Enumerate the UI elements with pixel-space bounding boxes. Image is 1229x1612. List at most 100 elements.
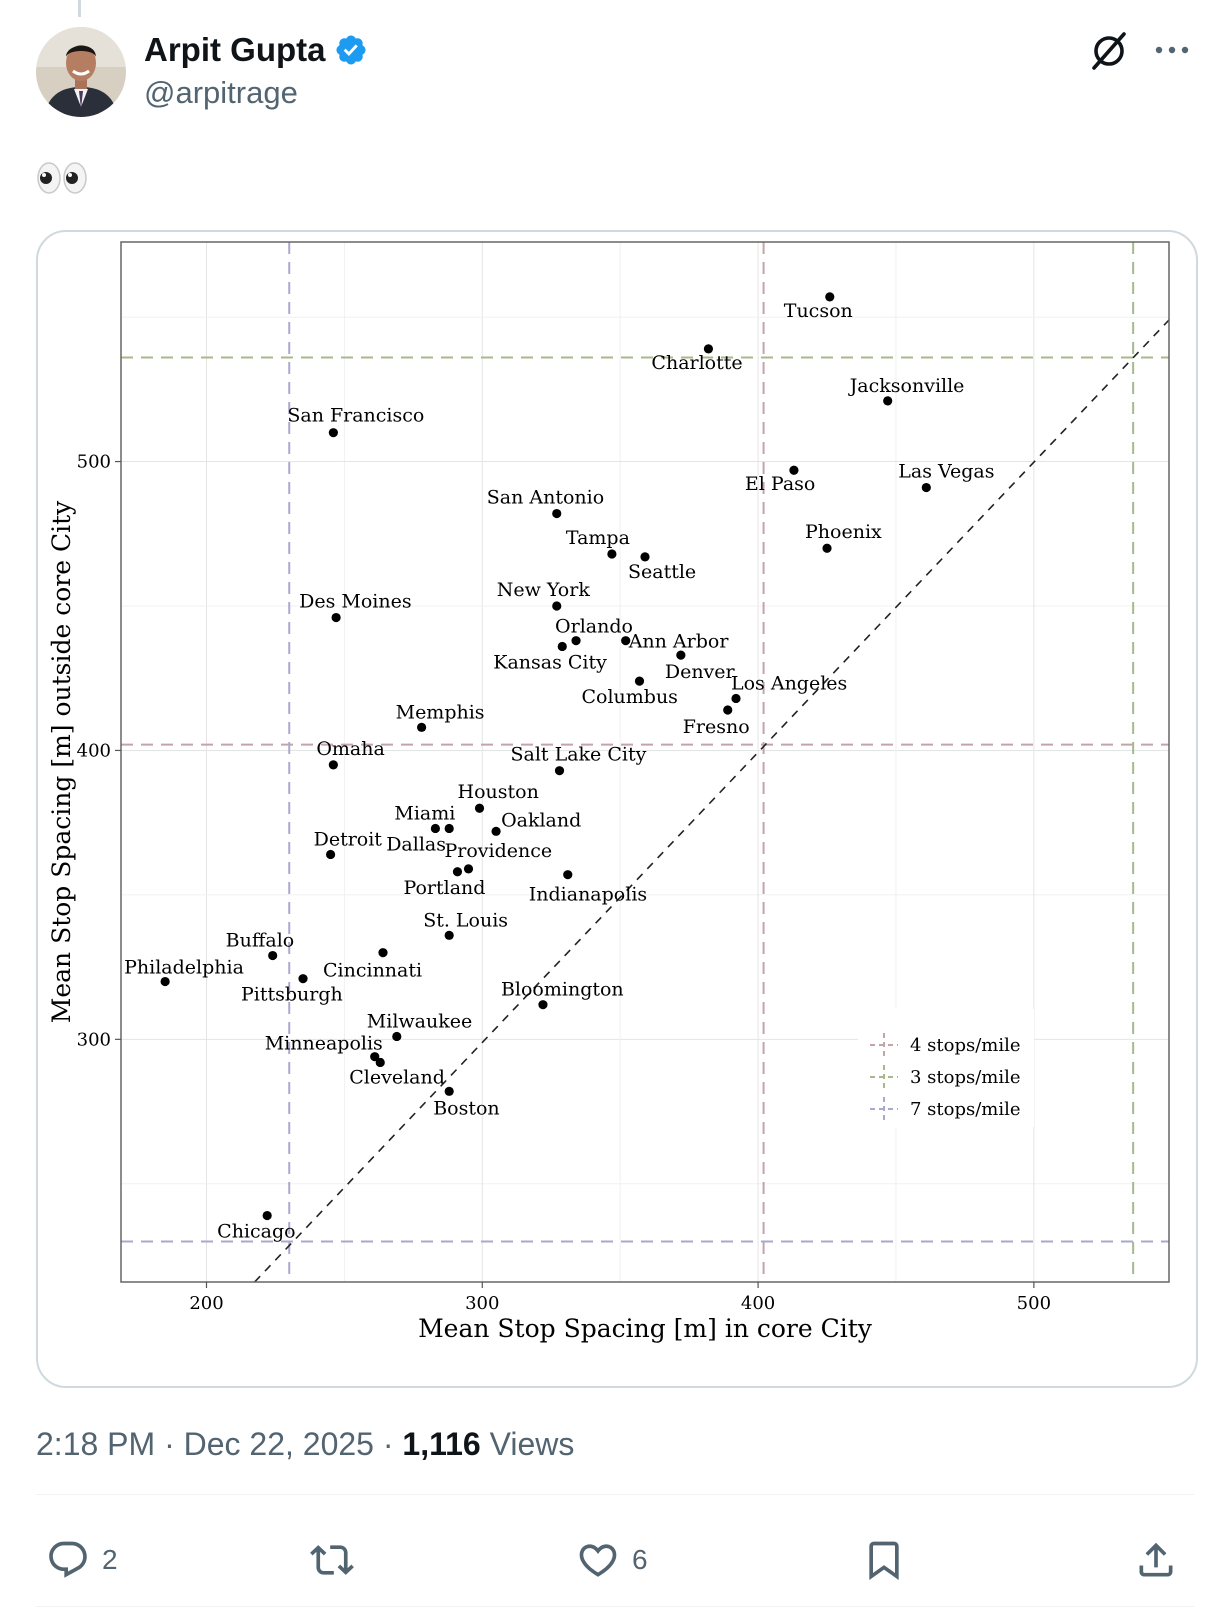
author-display-name[interactable]: Arpit Gupta [144, 31, 326, 68]
point-label: Jacksonville [848, 375, 965, 397]
like-icon [579, 1544, 617, 1577]
axis-ticks: 200 300 400 500 300 400 500 [77, 452, 1051, 1314]
avatar-image [36, 27, 126, 117]
data-point [444, 930, 454, 940]
point-label: Los Angeles [731, 672, 847, 694]
data-point [557, 641, 567, 652]
point-label: Seattle [628, 561, 696, 583]
point-label: St. Louis [423, 909, 508, 931]
diagonal-line [254, 319, 1170, 1283]
point-label: Providence [444, 840, 552, 862]
avatar[interactable] [36, 27, 126, 117]
point-label: Salt Lake City [511, 744, 647, 766]
point-labels: Tucson Charlotte Jacksonville San Francisco… [124, 300, 994, 1243]
legend: 4 stops/mile 3 stops/mile 7 stops/mile [858, 1009, 1034, 1127]
reply-button[interactable]: 2 [46, 1536, 118, 1584]
retweet-icon [310, 1545, 354, 1575]
point-label: Dallas [386, 833, 446, 855]
data-point [552, 508, 562, 519]
data-point [554, 766, 565, 776]
legend-box [858, 1009, 1034, 1127]
data-point [370, 1052, 380, 1062]
point-label: Cleveland [349, 1066, 445, 1088]
data-point [921, 482, 931, 493]
tweet-meta: 2:18 PM · Dec 22, 2025 · 1,116 Views [36, 1424, 574, 1464]
grid-lines [121, 242, 1169, 1282]
data-point [430, 823, 440, 834]
point-label: Bloomington [501, 979, 624, 1001]
point-label: Denver [665, 661, 736, 683]
data-point [417, 722, 427, 732]
like-button[interactable]: 6 [576, 1536, 648, 1584]
meta-separator: · [155, 1426, 184, 1462]
point-label: Indianapolis [529, 884, 647, 906]
point-label: Pittsburgh [241, 984, 343, 1006]
point-label: Detroit [314, 828, 383, 850]
retweet-button[interactable] [310, 1536, 354, 1584]
reference-lines [121, 242, 1169, 1282]
x-tick-label: 500 [1017, 1293, 1051, 1314]
point-label: Kansas City [493, 651, 607, 673]
point-label: Milwaukee [367, 1010, 472, 1032]
x-tick-label: 200 [189, 1293, 223, 1314]
data-point [491, 826, 501, 836]
data-point [634, 676, 645, 686]
data-point [378, 948, 388, 958]
point-label: Boston [433, 1097, 499, 1119]
data-point [444, 1086, 454, 1096]
tweet-time[interactable]: 2:18 PM [36, 1426, 156, 1462]
data-point [883, 396, 893, 406]
bookmark-icon [869, 1541, 899, 1581]
eyes-emoji-icon [37, 162, 87, 194]
point-label: Las Vegas [898, 461, 994, 483]
point-label: Phoenix [805, 521, 882, 543]
views-label: Views [480, 1426, 575, 1462]
point-label: Miami [394, 802, 455, 824]
legend-label: 4 stops/mile [910, 1035, 1021, 1056]
point-label: Minneapolis [265, 1033, 383, 1055]
point-label: New York [497, 579, 591, 601]
y-tick-label: 500 [77, 452, 111, 473]
point-label: El Paso [745, 473, 815, 495]
data-points [160, 292, 931, 1221]
data-point [825, 292, 835, 302]
data-point [676, 650, 686, 660]
data-point [463, 864, 474, 874]
data-point [328, 428, 338, 438]
data-point [298, 974, 308, 984]
point-label: Philadelphia [124, 957, 244, 979]
data-point [328, 760, 338, 770]
plot-frame [120, 241, 1170, 1283]
x-tick-label: 400 [741, 1293, 775, 1314]
point-label: Tampa [566, 527, 630, 549]
data-point [474, 803, 485, 813]
data-point [563, 870, 573, 880]
divider [36, 1606, 1194, 1607]
data-point [723, 705, 733, 715]
point-label: Charlotte [651, 352, 742, 374]
data-point [392, 1031, 402, 1042]
more-icon[interactable] [1152, 35, 1192, 65]
legend-label: 3 stops/mile [910, 1067, 1021, 1088]
legend-label: 7 stops/mile [910, 1099, 1021, 1120]
reply-count: 2 [102, 1544, 118, 1575]
data-point [640, 552, 650, 562]
author-handle[interactable]: @arpitrage [144, 75, 298, 110]
grok-icon[interactable] [1088, 30, 1130, 72]
tweet-text-content: 👀 [36, 158, 37, 159]
share-icon [1139, 1542, 1173, 1577]
data-point [538, 1000, 548, 1010]
chart-image-card[interactable]: 200 300 400 500 300 400 500 Tucson Charlotte Jac… [36, 230, 1198, 1388]
data-point [331, 612, 341, 623]
point-label: Buffalo [226, 930, 295, 952]
point-label: Chicago [217, 1221, 295, 1243]
tweet-date[interactable]: Dec 22, 2025 [183, 1426, 374, 1462]
action-bar: 2 6 [0, 1520, 1229, 1592]
share-button[interactable] [1134, 1536, 1178, 1584]
point-label: Tucson [784, 300, 853, 322]
reply-icon [49, 1541, 87, 1578]
data-point [552, 601, 562, 611]
point-label: Portland [403, 877, 485, 899]
point-label: Cincinnati [323, 960, 422, 982]
bookmark-button[interactable] [862, 1536, 906, 1584]
